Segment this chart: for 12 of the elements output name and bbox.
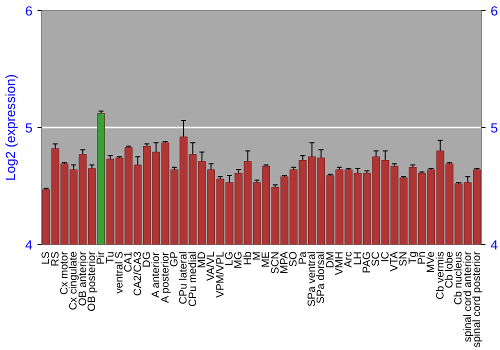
x-tick-label: MVe [425,251,438,273]
y-tick-label: 6 [25,4,33,18]
y-axis-title: Log2 (expression) [3,74,18,181]
x-tick-label: SO [288,251,300,267]
y2-tick-label: 4 [490,238,498,252]
x-tick-label: CPu medial [186,251,199,307]
y2-tick-label: 6 [490,4,498,18]
y-tick-label: 5 [25,120,33,136]
x-tick-label: Cb lobe [443,251,456,288]
y-tick-label: 4 [25,238,34,252]
y2-tick-label: 5 [490,120,498,136]
x-tick-label: SPa ventral [306,251,318,307]
